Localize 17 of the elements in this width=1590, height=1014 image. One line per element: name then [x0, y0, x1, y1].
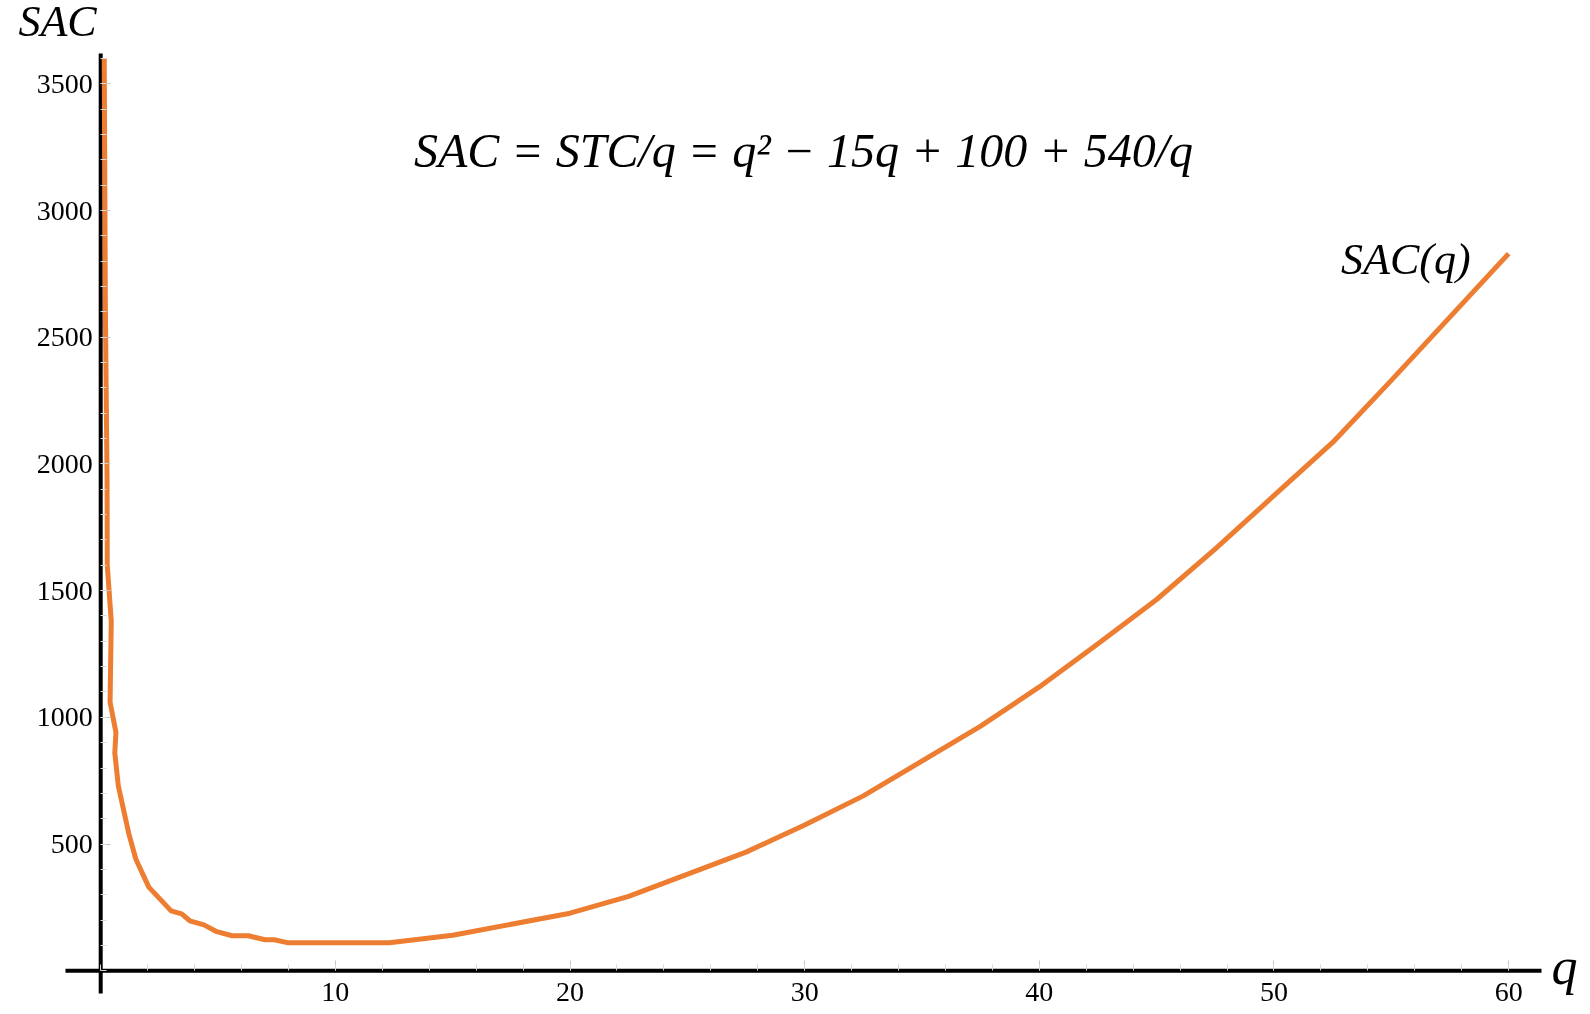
series-label: SAC(q): [1341, 235, 1471, 285]
x-tick-label: 10: [321, 975, 350, 1007]
x-tick-label: 60: [1494, 975, 1523, 1007]
y-tick-label: 3500: [36, 67, 93, 99]
y-tick-label: 1500: [36, 574, 93, 606]
y-axis-title: SAC: [18, 0, 98, 46]
text: SAC = STC/q = q² − 15q + 100 + 540/q: [413, 123, 1194, 177]
y-tick-label: 2500: [36, 321, 93, 353]
x-tick-label: 30: [790, 975, 819, 1007]
x-tick-label: 50: [1259, 975, 1288, 1007]
x-tick-label: 20: [556, 975, 585, 1007]
x-axis-title: q: [1551, 938, 1578, 996]
y-tick-label: 1000: [36, 701, 93, 733]
y-tick-label: 3000: [36, 194, 93, 226]
y-tick-label: 2000: [36, 447, 93, 479]
y-tick-label: 500: [50, 828, 93, 860]
x-tick-label: 40: [1025, 975, 1054, 1007]
